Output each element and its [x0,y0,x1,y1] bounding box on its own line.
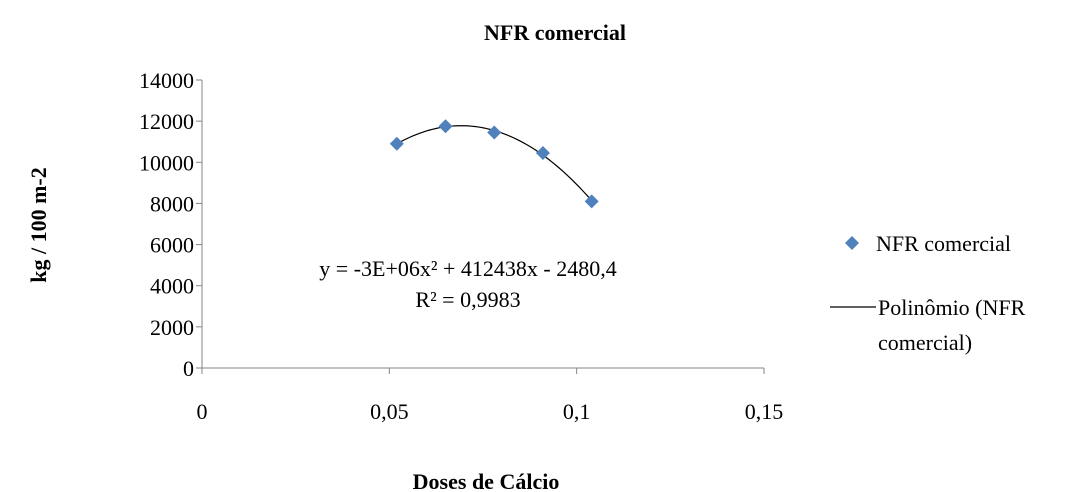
x-ticks: 0 0,05 0,1 0,15 [197,368,784,424]
y-tick-label: 6000 [150,233,194,258]
y-tick-label: 10000 [139,150,194,175]
data-points [389,119,599,209]
y-ticks: 0 2000 4000 6000 8000 10000 12000 14000 [139,68,202,381]
data-point [438,119,453,134]
x-tick-label: 0 [197,399,208,424]
legend: NFR comercial Polinômio (NFR comercial) [830,231,1026,355]
data-point [487,125,502,140]
legend-label-trendline-2: comercial) [878,330,972,355]
y-axis-title: kg / 100 m-2 [26,167,51,283]
trendline-equation: y = -3E+06x² + 412438x - 2480,4 [319,256,616,281]
legend-item-series: NFR comercial [845,231,1011,256]
legend-diamond-marker [845,236,859,250]
legend-label-series: NFR comercial [876,231,1011,256]
legend-item-trendline: Polinômio (NFR comercial) [830,295,1026,355]
y-tick-label: 2000 [150,315,194,340]
legend-label-trendline-1: Polinômio (NFR [878,295,1026,320]
trendline-r-squared: R² = 0,9983 [415,287,520,312]
y-tick-label: 12000 [139,109,194,134]
data-point [535,146,550,161]
x-tick-label: 0,1 [563,399,591,424]
y-tick-label: 14000 [139,68,194,93]
x-tick-label: 0,05 [370,399,409,424]
x-tick-label: 0,15 [745,399,784,424]
plot-area: 0 2000 4000 6000 8000 10000 12000 14000 0 0,05 0,… [139,68,783,424]
y-tick-label: 4000 [150,274,194,299]
data-point [584,194,599,209]
y-tick-label: 0 [183,356,194,381]
chart-title: NFR comercial [484,20,626,45]
y-tick-label: 8000 [150,191,194,216]
x-axis-title: Doses de Cálcio [413,469,560,492]
data-point [389,136,404,151]
